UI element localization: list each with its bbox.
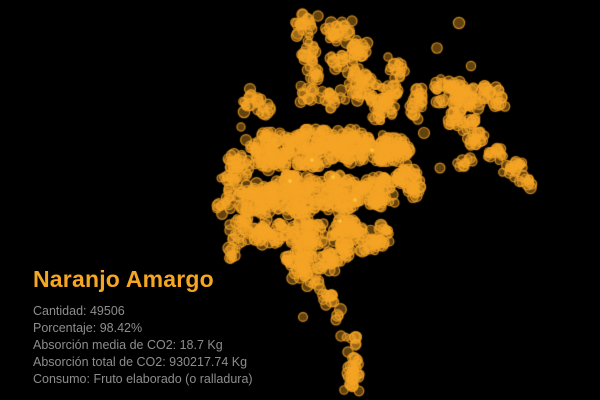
- app-background: { "colors": { "background": "#000000", "…: [0, 0, 600, 400]
- tree-distribution-map[interactable]: [0, 0, 600, 400]
- tree-species-dashboard: Naranjo Amargo Cantidad: 49506 Porcentaj…: [0, 0, 600, 400]
